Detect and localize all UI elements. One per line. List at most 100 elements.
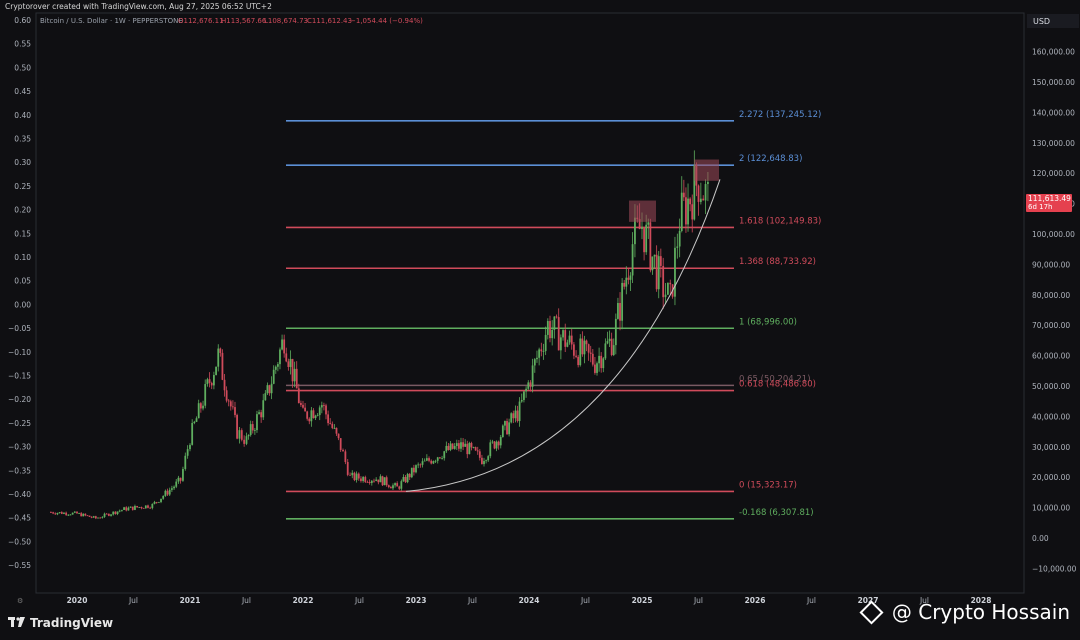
price-tick-label: 130,000.00	[1032, 139, 1075, 148]
time-tick-label: 2026	[745, 596, 766, 605]
candle-body	[368, 482, 371, 483]
candle-body	[247, 434, 250, 437]
candle-body	[160, 498, 162, 502]
candle-body	[78, 513, 80, 514]
left-tick-label: 0.05	[14, 277, 31, 286]
time-tick-label: Jul	[919, 596, 929, 605]
candle-body	[101, 516, 104, 518]
candle-body	[629, 275, 632, 280]
left-tick-label: 0.55	[14, 40, 31, 49]
candle-body	[320, 405, 323, 408]
candle-body	[394, 483, 396, 486]
left-tick-label: 0.00	[14, 300, 31, 309]
candle-body	[520, 399, 523, 402]
candle-body	[266, 385, 269, 394]
fib-label: 2 (122,648.83)	[739, 154, 802, 164]
candle-body	[423, 460, 426, 462]
currency-box	[1027, 14, 1079, 28]
candle-body	[506, 421, 508, 435]
price-tick-label: 90,000.00	[1032, 260, 1070, 269]
candle-body	[127, 507, 130, 511]
candle-body	[157, 501, 160, 503]
candle-body	[84, 513, 87, 516]
candle-body	[441, 458, 443, 459]
time-tick-label: 2022	[293, 596, 314, 605]
candle-body	[400, 481, 403, 489]
candle-body	[544, 334, 547, 352]
candle-body	[86, 515, 89, 517]
tradingview-logo: TradingView	[8, 616, 113, 630]
binance-diamond-icon	[859, 599, 884, 625]
candle-body	[392, 485, 394, 489]
price-tick-label: 0.00	[1032, 534, 1049, 543]
candle-body	[197, 403, 200, 419]
time-tick-label: 2024	[519, 596, 540, 605]
time-tick-label: 2025	[632, 596, 653, 605]
candle-body	[289, 358, 292, 367]
candle-body	[623, 282, 626, 287]
candle-body	[272, 369, 275, 384]
candle-body	[331, 423, 334, 428]
candle-body	[193, 421, 196, 423]
candle-body	[436, 457, 439, 461]
candle-body	[538, 349, 541, 358]
candle-body	[204, 384, 207, 406]
candle-body	[555, 316, 558, 318]
candle-body	[643, 226, 645, 253]
ohlc-change: −1,054.44 (−0.94%)	[350, 17, 423, 25]
price-series	[50, 150, 709, 520]
candle-body	[327, 414, 330, 424]
candle-body	[221, 352, 224, 380]
candle-body	[470, 443, 473, 448]
candle-body	[662, 265, 665, 298]
candle-body	[69, 514, 72, 516]
candle-body	[608, 338, 611, 342]
left-tick-label: 0.50	[14, 63, 31, 72]
candle-body	[445, 445, 448, 452]
candle-body	[516, 410, 519, 422]
candle-body	[562, 330, 564, 338]
settings-icon[interactable]: ⚙	[17, 597, 23, 605]
candle-body	[447, 445, 450, 450]
candle-body	[702, 198, 705, 201]
candle-body	[360, 478, 362, 481]
candle-body	[631, 244, 634, 276]
candle-body	[173, 486, 175, 489]
candle-body	[240, 430, 243, 440]
candle-body	[245, 436, 248, 444]
left-tick-label: −0.15	[8, 372, 31, 381]
left-tick-label: −0.05	[8, 324, 31, 333]
candle-body	[627, 277, 630, 280]
symbol-title: Bitcoin / U.S. Dollar · 1W · PEPPERSTONE	[40, 17, 183, 25]
support-curve	[405, 179, 721, 492]
candle-body	[186, 449, 189, 456]
candle-body	[291, 358, 294, 382]
time-tick-label: 2028	[971, 596, 992, 605]
candle-body	[302, 404, 304, 408]
candle-body	[413, 467, 415, 473]
time-tick-label: 2023	[406, 596, 427, 605]
candle-body	[625, 277, 628, 287]
candle-body	[256, 414, 258, 431]
candle-body	[659, 256, 662, 266]
candle-body	[131, 506, 134, 510]
candle-body	[564, 330, 567, 347]
candle-body	[306, 411, 309, 419]
candle-body	[138, 507, 141, 508]
left-axis: 0.60 0.55 0.50 0.45 0.40 0.35 0.30 0.25 0.20 0.15…	[8, 16, 31, 570]
candle-body	[406, 473, 409, 483]
candle-body	[276, 364, 279, 367]
candle-body	[243, 439, 246, 444]
candle-body	[219, 348, 222, 353]
candle-body	[546, 321, 549, 335]
candle-body	[90, 516, 93, 518]
candle-body	[525, 388, 528, 392]
candle-body	[676, 246, 679, 248]
candle-body	[94, 516, 97, 519]
left-tick-label: 0.20	[14, 206, 31, 215]
candle-body	[501, 425, 504, 438]
candle-body	[155, 502, 158, 503]
candle-body	[455, 443, 458, 447]
candle-body	[65, 512, 68, 515]
